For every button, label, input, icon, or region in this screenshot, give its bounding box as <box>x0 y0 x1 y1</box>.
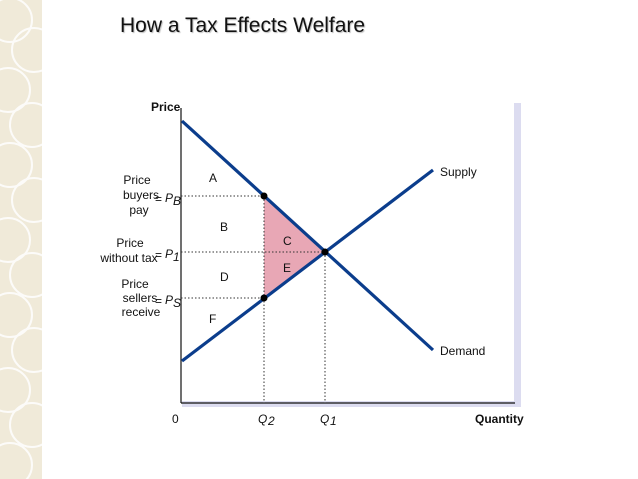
demand-label: Demand <box>440 344 485 358</box>
area-d-label: D <box>220 270 229 284</box>
no-tax-price-text-1: Price <box>116 236 144 250</box>
no-tax-price-equals: = <box>155 248 162 262</box>
y-axis-label: Price <box>151 100 181 114</box>
q1-symbol: Q <box>320 412 329 426</box>
seller-price-point <box>260 294 268 302</box>
seller-price-text-1: Price <box>121 277 149 291</box>
deadweight-loss-area <box>264 196 325 298</box>
buyer-price-text-1: Price <box>123 173 151 187</box>
seller-price-annotation: Price sellers receive = P S <box>121 277 181 319</box>
demand-curve <box>180 119 435 352</box>
no-tax-price-annotation: Price without tax = P 1 <box>99 236 179 265</box>
buyer-price-annotation: Price buyers pay = P B <box>123 173 181 217</box>
x-axis-label: Quantity <box>475 412 524 426</box>
no-tax-price-symbol: P <box>165 247 173 261</box>
area-a-label: A <box>209 171 217 185</box>
seller-price-text-2: sellers <box>123 291 158 305</box>
area-b-label: B <box>220 220 228 234</box>
area-c-label: C <box>283 234 292 248</box>
buyer-price-equals: = <box>155 192 162 206</box>
seller-price-equals: = <box>155 294 162 308</box>
seller-price-subscript: S <box>173 296 181 310</box>
decorative-side-texture <box>0 0 42 479</box>
buyer-price-text-3: pay <box>129 203 148 217</box>
slide-title: How a Tax Effects Welfare <box>120 14 366 37</box>
seller-price-symbol: P <box>165 293 173 307</box>
q1-subscript: 1 <box>330 414 337 428</box>
buyer-price-point <box>260 192 268 200</box>
origin-label: 0 <box>172 412 179 426</box>
area-e-label: E <box>283 261 291 275</box>
buyer-price-text-2: buyers <box>123 188 159 202</box>
q2-subscript: 2 <box>267 414 275 428</box>
no-tax-price-text-2: without tax <box>99 251 157 265</box>
supply-label: Supply <box>440 165 477 179</box>
no-tax-price-subscript: 1 <box>173 250 180 264</box>
area-f-label: F <box>209 312 216 326</box>
buyer-price-subscript: B <box>173 194 181 208</box>
seller-price-text-3: receive <box>122 305 161 319</box>
panel-shadow-right <box>514 103 521 407</box>
equilibrium-point <box>321 248 329 256</box>
supply-curve <box>181 168 434 363</box>
q2-symbol: Q <box>258 412 267 426</box>
panel-shadow-bottom <box>182 401 521 407</box>
buyer-price-symbol: P <box>165 191 173 205</box>
